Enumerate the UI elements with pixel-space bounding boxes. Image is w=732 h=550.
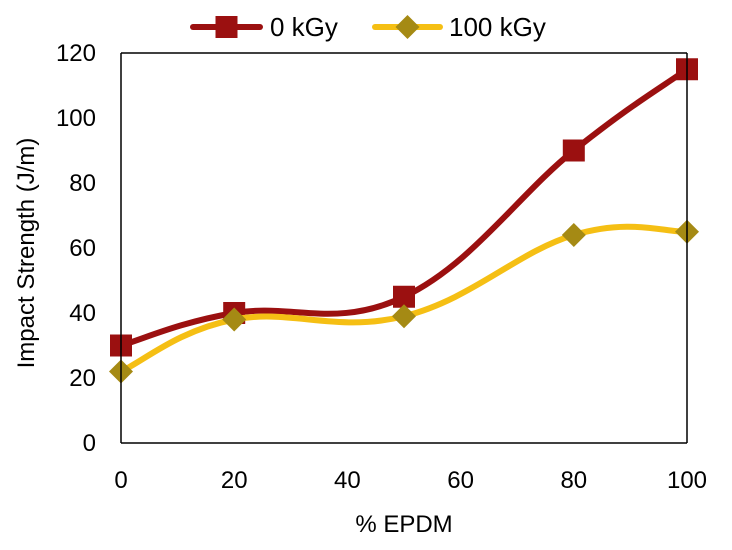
series-layer xyxy=(109,58,699,384)
y-tick-label: 0 xyxy=(83,430,96,457)
data-point-100-kgy xyxy=(392,304,416,329)
legend-marker xyxy=(395,15,420,39)
x-tick-label: 20 xyxy=(221,467,248,494)
legend-item-100-kgy: 100 kGy xyxy=(372,12,546,42)
legend-item-0-kgy: 0 kGy xyxy=(190,12,338,42)
x-tick-label: 80 xyxy=(560,467,587,494)
x-tick-label: 60 xyxy=(447,467,474,494)
x-axis-title: % EPDM xyxy=(355,511,452,538)
y-axis-title: Impact Strength (J/m) xyxy=(13,138,40,369)
axes xyxy=(120,52,688,444)
legend-label: 0 kGy xyxy=(270,12,338,42)
data-point-100-kgy xyxy=(561,223,586,247)
y-tick-label: 80 xyxy=(69,170,96,197)
legend: 0 kGy 100 kGy xyxy=(190,12,546,42)
y-tick-label: 20 xyxy=(69,365,96,392)
y-tick-label: 40 xyxy=(69,300,96,327)
y-tick-label: 60 xyxy=(69,235,96,262)
x-tick-label: 40 xyxy=(334,467,361,494)
legend-marker xyxy=(215,16,238,38)
legend-label: 100 kGy xyxy=(449,12,546,42)
y-tick-label: 120 xyxy=(56,40,96,67)
y-tick-label: 100 xyxy=(56,105,96,132)
x-tick-label: 100 xyxy=(667,467,707,494)
data-point-0-kgy xyxy=(393,285,415,308)
tick-labels: 0 20 40 60 80 100 0 20 40 60 80 100 120 xyxy=(56,40,707,494)
x-tick-label: 0 xyxy=(114,467,127,494)
data-point-0-kgy xyxy=(562,139,585,162)
data-point-100-kgy xyxy=(222,307,247,332)
